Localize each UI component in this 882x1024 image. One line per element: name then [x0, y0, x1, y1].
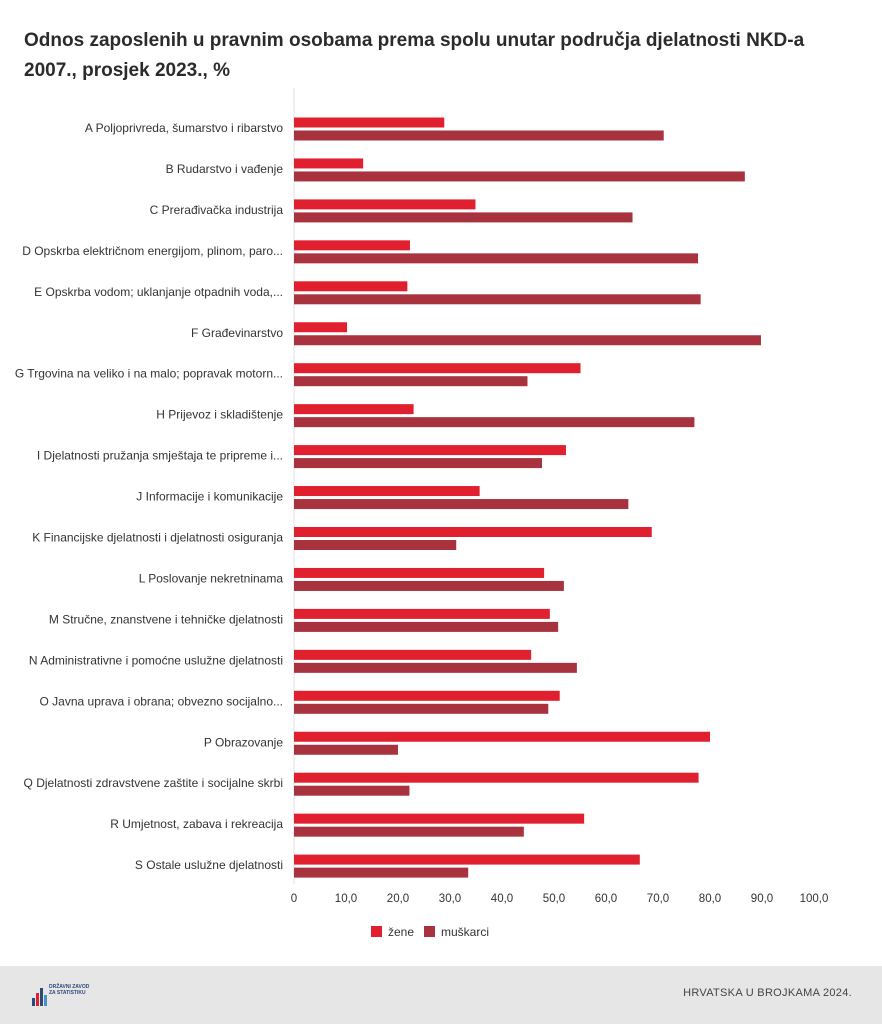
- bar-zene: [294, 199, 476, 210]
- bar-muskarci: [294, 130, 664, 141]
- x-tick-label: 50,0: [543, 893, 565, 905]
- bar-muskarci: [294, 253, 699, 264]
- legend-label-zene: žene: [388, 925, 414, 939]
- bar-zene: [294, 772, 699, 783]
- category-label: G Trgovina na veliko i na malo; popravak…: [15, 367, 283, 381]
- category-label: K Financijske djelatnosti i djelatnosti …: [32, 531, 283, 545]
- bar-muskarci: [294, 744, 398, 755]
- bar-zene: [294, 486, 480, 497]
- category-label: J Informacije i komunikacije: [136, 490, 283, 504]
- bar-zene: [294, 158, 364, 169]
- bar-muskarci: [294, 867, 469, 878]
- bar-zene: [294, 322, 348, 333]
- category-label: E Opskrba vodom; uklanjanje otpadnih vod…: [34, 285, 283, 299]
- x-tick-label: 100,0: [800, 893, 829, 905]
- bar-zene: [294, 527, 652, 537]
- bar-zene: [294, 608, 550, 619]
- category-label: F Građevinarstvo: [191, 326, 283, 340]
- legend-swatch-muskarci: [424, 926, 435, 937]
- x-tick-label: 20,0: [387, 893, 409, 905]
- bar-muskarci: [294, 540, 457, 550]
- bar-zene: [294, 813, 585, 824]
- x-tick-label: 90,0: [751, 893, 773, 905]
- x-tick-label: 10,0: [335, 893, 357, 905]
- bar-muskarci: [294, 212, 633, 223]
- bar-muskarci: [294, 458, 543, 469]
- category-label: I Djelatnosti pružanja smještaja te prip…: [37, 449, 283, 463]
- bar-muskarci: [294, 499, 629, 510]
- x-tick-label: 60,0: [595, 893, 617, 905]
- category-label: S Ostale uslužne djelatnosti: [135, 858, 283, 872]
- bar-muskarci: [294, 376, 528, 387]
- bar-zene: [294, 445, 566, 456]
- category-label: M Stručne, znanstvene i tehničke djelatn…: [49, 612, 283, 626]
- bar-muskarci: [294, 621, 559, 632]
- bar-muskarci: [294, 785, 410, 796]
- bar-zene: [294, 690, 560, 701]
- bar-zene: [294, 404, 414, 415]
- category-label: P Obrazovanje: [204, 735, 283, 749]
- category-label: A Poljoprivreda, šumarstvo i ribarstvo: [85, 121, 283, 135]
- bar-muskarci: [294, 662, 577, 673]
- category-label: C Prerađivačka industrija: [150, 203, 284, 217]
- bar-zene: [294, 117, 445, 128]
- category-label: R Umjetnost, zabava i rekreacija: [110, 817, 283, 831]
- bar-zene: [294, 240, 410, 251]
- footer-bar: DRŽAVNI ZAVOD ZA STATISTIKU HRVATSKA U B…: [0, 966, 882, 1024]
- legend-label-muskarci: muškarci: [441, 925, 489, 939]
- bar-chart: A Poljoprivreda, šumarstvo i ribarstvo B …: [15, 88, 829, 939]
- bar-muskarci: [294, 294, 701, 305]
- logo-bars-icon: [32, 986, 48, 1006]
- bar-muskarci: [294, 171, 745, 182]
- x-tick-label: 80,0: [699, 893, 721, 905]
- dzs-logo: DRŽAVNI ZAVOD ZA STATISTIKU: [32, 982, 92, 1010]
- x-tick-label: 0: [291, 893, 297, 905]
- bar-zene: [294, 281, 408, 292]
- x-tick-label: 30,0: [439, 893, 461, 905]
- category-label: N Administrativne i pomoćne uslužne djel…: [29, 653, 283, 667]
- bar-muskarci: [294, 335, 761, 346]
- x-tick-label: 70,0: [647, 893, 669, 905]
- x-tick-label: 40,0: [491, 893, 513, 905]
- legend-swatch-zene: [371, 926, 382, 937]
- category-label: Q Djelatnosti zdravstvene zaštite i soci…: [24, 776, 283, 790]
- bar-zene: [294, 731, 710, 742]
- category-label: L Poslovanje nekretninama: [139, 571, 284, 585]
- chart-title: Odnos zaposlenih u pravnim osobama prema…: [24, 30, 805, 81]
- bar-muskarci: [294, 580, 564, 591]
- category-label: B Rudarstvo i vađenje: [166, 162, 284, 176]
- bar-muskarci: [294, 703, 549, 714]
- category-label: D Opskrba električnom energijom, plinom,…: [22, 244, 283, 258]
- logo-text: DRŽAVNI ZAVOD ZA STATISTIKU: [49, 984, 90, 996]
- category-label: H Prijevoz i skladištenje: [156, 408, 283, 422]
- bar-zene: [294, 649, 532, 660]
- bar-zene: [294, 567, 545, 578]
- footer-publication-title: HRVATSKA U BROJKAMA 2024.: [683, 987, 852, 999]
- bar-zene: [294, 363, 581, 374]
- bar-zene: [294, 854, 640, 865]
- category-label: O Javna uprava i obrana; obvezno socijal…: [40, 694, 283, 708]
- bar-muskarci: [294, 417, 695, 428]
- bar-muskarci: [294, 826, 524, 837]
